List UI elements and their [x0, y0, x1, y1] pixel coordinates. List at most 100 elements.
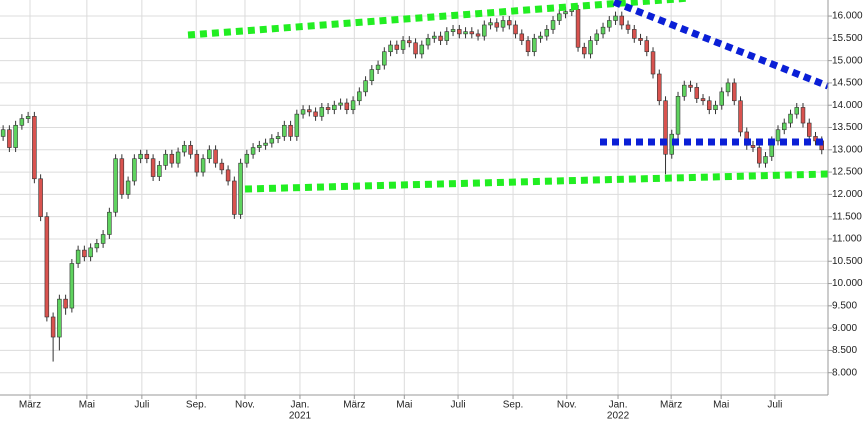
y-tick-label: 12.000 — [832, 189, 863, 200]
candle-body — [757, 147, 762, 164]
y-tick-label: 12.500 — [832, 167, 863, 178]
x-tick-label: Jan. — [609, 400, 628, 411]
candle-body — [19, 118, 25, 126]
candle-body — [738, 100, 743, 133]
candle-body — [457, 29, 462, 35]
x-tick-year: 2021 — [289, 411, 312, 422]
candle-body — [588, 40, 593, 55]
candle-body — [482, 24, 487, 37]
candle-body — [619, 15, 625, 26]
candle-body — [269, 138, 275, 144]
candle-body — [525, 40, 531, 53]
x-tick-label: Mai — [79, 400, 95, 411]
candle-body — [288, 124, 293, 137]
candle-body — [600, 26, 606, 35]
candle-body — [444, 31, 450, 41]
candle-body — [338, 102, 343, 106]
candle-body — [250, 147, 256, 155]
candle-body — [313, 111, 318, 117]
candle-body — [544, 29, 550, 37]
candle-body — [107, 211, 112, 235]
y-tick-label: 9.500 — [832, 300, 857, 311]
candle-body — [219, 162, 225, 171]
candle-body — [232, 180, 237, 215]
y-tick-label: 16.000 — [832, 11, 863, 22]
candle-body — [375, 64, 381, 70]
trend-line-lower — [244, 170, 829, 193]
candle-body — [650, 51, 656, 75]
x-tick-label: Mai — [396, 400, 412, 411]
candle-body — [575, 9, 581, 48]
candle-body — [607, 20, 612, 28]
candle-body — [682, 84, 687, 97]
candle-body — [213, 149, 218, 164]
candle-body — [169, 153, 175, 164]
candle-body — [644, 40, 650, 53]
candle-body — [638, 38, 643, 41]
labels: 8.000 8.500 9.000 9.500 10.000 10.500 11.000 11… — [19, 11, 863, 422]
y-tick-label: 14.500 — [832, 78, 863, 89]
candle-body — [713, 104, 718, 110]
candle-body — [507, 20, 512, 26]
y-tick-label: 10.000 — [832, 278, 863, 289]
candle-body — [694, 87, 700, 99]
candle-body — [707, 100, 712, 110]
x-tick-year: 2022 — [607, 411, 630, 422]
resistance-line — [612, 0, 830, 90]
candle-body — [188, 145, 193, 155]
y-tick-label: 11.000 — [832, 234, 862, 245]
candle-body — [557, 13, 562, 21]
y-tick-label: 11.500 — [832, 211, 862, 222]
candle-body — [294, 113, 300, 137]
candle-body — [113, 158, 118, 213]
candle-body — [488, 22, 493, 26]
candle-body — [663, 100, 668, 155]
candle-body — [532, 38, 537, 53]
candle-body — [144, 153, 150, 160]
candle-body — [319, 107, 325, 117]
candle-body — [513, 24, 518, 35]
candles — [0, 4, 824, 362]
candle-body — [519, 33, 525, 41]
x-tick-label: Juli — [134, 400, 149, 411]
candle-body — [300, 109, 306, 115]
y-tick-label: 9.000 — [832, 323, 857, 334]
candle-body — [200, 158, 206, 173]
x-tick-label: März — [343, 400, 365, 411]
x-tick-label: Sep. — [503, 400, 524, 411]
candle-body — [750, 145, 756, 148]
candle-body — [32, 116, 37, 180]
candle-body — [150, 158, 156, 177]
candle-body — [344, 102, 350, 110]
x-tick-label: Mai — [713, 400, 729, 411]
axes — [0, 0, 829, 396]
x-tick-label: Nov. — [557, 400, 577, 411]
candle-body — [182, 145, 187, 153]
candle-body — [194, 153, 200, 173]
y-tick-label: 10.500 — [832, 256, 863, 267]
candle-body — [494, 22, 500, 28]
candle-body — [419, 44, 425, 55]
candle-body — [800, 107, 806, 124]
y-tick-label: 8.500 — [832, 345, 857, 356]
candle-body — [400, 40, 406, 50]
candle-body — [357, 91, 362, 102]
candle-body — [432, 35, 437, 39]
x-tick-label: Sep. — [186, 400, 207, 411]
trend-lines — [187, 0, 830, 193]
y-tick-label: 13.500 — [832, 122, 863, 133]
candle-body — [307, 109, 312, 113]
candle-body — [700, 98, 706, 102]
candle-body — [50, 316, 56, 338]
candle-body — [394, 44, 400, 50]
candle-body — [582, 46, 587, 55]
candle-body — [413, 42, 418, 55]
candle-body — [732, 82, 737, 102]
candle-body — [0, 129, 6, 137]
candle-body — [25, 116, 31, 119]
candle-body — [382, 51, 387, 66]
candle-body — [450, 29, 456, 32]
candle-body — [325, 107, 331, 110]
candle-body — [175, 151, 181, 164]
candle-body — [163, 153, 168, 166]
